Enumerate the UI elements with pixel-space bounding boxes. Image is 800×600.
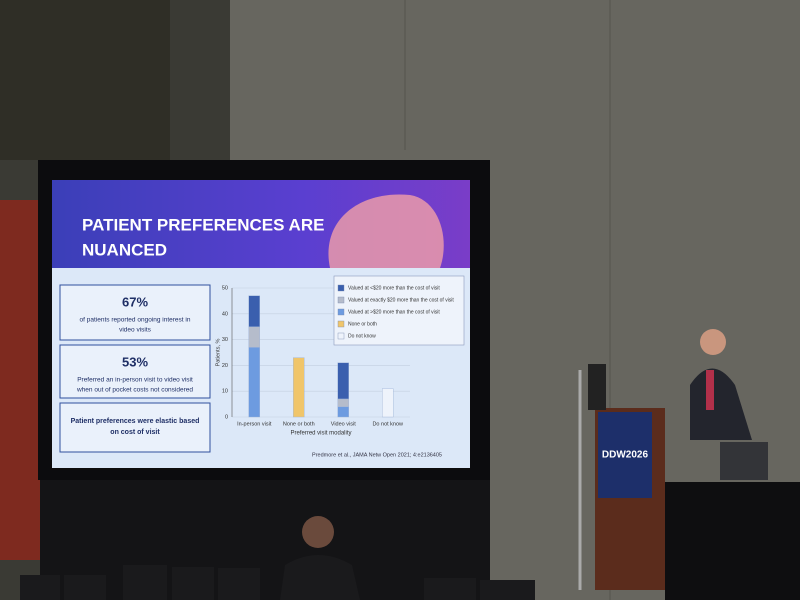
screen-skirt — [40, 480, 490, 600]
stat-text: of patients reported ongoing interest in — [80, 317, 191, 324]
chair — [123, 565, 167, 600]
chair — [64, 575, 106, 600]
bar-segment — [248, 295, 260, 327]
chair — [172, 567, 214, 600]
y-tick-label: 30 — [222, 337, 228, 343]
stat-text: Patient preferences were elastic based — [71, 418, 200, 425]
y-tick-label: 50 — [222, 285, 228, 291]
monitor — [588, 364, 606, 410]
x-axis-label: Preferred visit modality — [290, 431, 351, 437]
legend-swatch — [337, 332, 345, 340]
stat-text: when out of pocket costs not considered — [76, 387, 193, 394]
chair — [20, 575, 60, 600]
y-tick-label: 10 — [222, 389, 228, 395]
x-tick-label: Video visit — [331, 421, 356, 427]
x-tick-label: Do not know — [372, 421, 403, 427]
audience-head — [302, 516, 334, 548]
y-axis-label: Patients, % — [215, 338, 221, 366]
bar-segment — [382, 388, 394, 418]
speaker-tie — [706, 370, 714, 410]
legend-label: Valued at >$20 more than the cost of vis… — [348, 309, 440, 315]
chair — [480, 580, 535, 600]
x-tick-label: In-person visit — [237, 421, 272, 427]
laptop — [720, 442, 768, 480]
x-tick-label: None or both — [283, 421, 315, 427]
ceiling-shadow — [0, 0, 170, 160]
legend-swatch — [337, 308, 345, 316]
legend-swatch — [337, 296, 345, 304]
legend-label: None or both — [348, 321, 377, 327]
bar-segment — [293, 357, 305, 418]
bar-segment — [337, 398, 349, 407]
bar-segment — [248, 326, 260, 348]
legend-box — [333, 275, 465, 346]
speaker-head — [700, 329, 726, 355]
audience-body — [280, 555, 360, 600]
table — [665, 482, 800, 600]
bar-segment — [248, 347, 260, 418]
slide-title: PATIENT PREFERENCES ARE — [82, 215, 324, 234]
bar-segment — [337, 362, 349, 400]
stat-value: 67% — [122, 294, 148, 309]
banner-decoration — [328, 194, 444, 268]
legend-label: Do not know — [348, 333, 376, 339]
audience — [20, 516, 535, 600]
bar-segment — [337, 406, 349, 418]
legend-label: Valued at <$20 more than the cost of vis… — [348, 285, 440, 291]
legend-swatch — [337, 320, 345, 328]
chart: 0 10 20 30 40 50 Patients, % Preferred visit mo… — [215, 275, 465, 437]
podium-sign — [598, 412, 652, 498]
chair — [218, 568, 260, 600]
stat-box — [59, 344, 211, 399]
stat-text: on cost of visit — [110, 429, 160, 436]
y-tick-label: 0 — [225, 414, 228, 420]
y-tick-label: 40 — [222, 311, 228, 317]
stat-text: video visits — [119, 327, 152, 334]
stat-value: 53% — [122, 354, 148, 369]
legend-swatch — [337, 284, 345, 292]
stat-box — [59, 284, 211, 341]
legend-label: Valued at exactly $20 more than the cost… — [348, 297, 454, 303]
stat-text: Preferred an in-person visit to video vi… — [77, 377, 193, 384]
slide-title: NUANCED — [82, 240, 167, 259]
stat-box — [59, 402, 211, 453]
chair — [424, 578, 476, 600]
red-panel — [0, 200, 40, 560]
speaker-body — [690, 368, 752, 440]
y-tick-label: 20 — [222, 363, 228, 369]
citation: Predmore et al., JAMA Netw Open 2021; 4:… — [312, 452, 442, 458]
podium-sign-text: DDW2026 — [602, 450, 649, 461]
